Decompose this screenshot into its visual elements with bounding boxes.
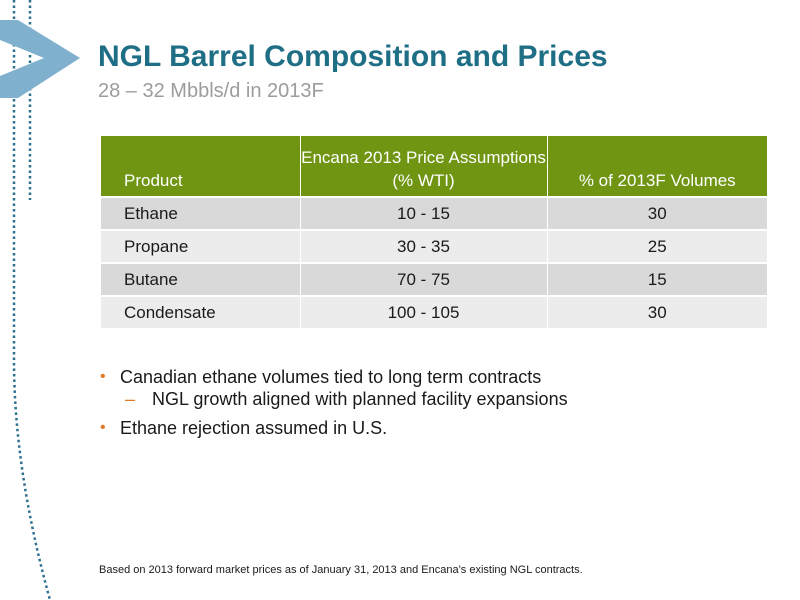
- table-row: Ethane 10 - 15 30: [101, 196, 767, 230]
- cell-product: Ethane: [101, 196, 301, 230]
- bullet-list: • Canadian ethane volumes tied to long t…: [100, 366, 780, 439]
- bullet-dot-icon: •: [100, 419, 106, 436]
- sub-bullet-text: NGL growth aligned with planned facility…: [152, 389, 568, 409]
- bullet-text: Ethane rejection assumed in U.S.: [120, 418, 388, 438]
- cell-price: 100 - 105: [300, 295, 548, 328]
- column-header-product: Product: [101, 136, 301, 197]
- column-header-volume: % of 2013F Volumes: [547, 136, 767, 197]
- table-row: Butane 70 - 75 15: [101, 262, 767, 296]
- bullet-dash-icon: –: [125, 389, 136, 409]
- bullet-item: • Canadian ethane volumes tied to long t…: [100, 366, 780, 388]
- cell-price: 10 - 15: [300, 196, 548, 230]
- table-header-row: Product Encana 2013 Price Assumptions (%…: [101, 136, 767, 197]
- cell-price: 70 - 75: [300, 262, 548, 296]
- column-header-price: Encana 2013 Price Assumptions (% WTI): [300, 136, 548, 197]
- table-row: Condensate 100 - 105 30: [101, 295, 767, 328]
- bullet-item: • Ethane rejection assumed in U.S.: [100, 417, 780, 439]
- brand-graphic: [0, 0, 80, 600]
- page-subtitle: 28 – 32 Mbbls/d in 2013F: [98, 80, 324, 102]
- sub-bullet-item: – NGL growth aligned with planned facili…: [100, 388, 780, 410]
- footnote: Based on 2013 forward market prices as o…: [99, 564, 583, 576]
- bullet-dot-icon: •: [100, 368, 106, 385]
- cell-product: Propane: [101, 229, 301, 263]
- cell-volume: 15: [547, 262, 767, 296]
- cell-volume: 30: [547, 295, 767, 328]
- table-row: Propane 30 - 35 25: [101, 229, 767, 263]
- cell-product: Butane: [101, 262, 301, 296]
- cell-price: 30 - 35: [300, 229, 548, 263]
- bullet-text: Canadian ethane volumes tied to long ter…: [120, 367, 542, 387]
- chevron-icon: [0, 20, 80, 98]
- page-title: NGL Barrel Composition and Prices: [98, 40, 608, 73]
- cell-volume: 25: [547, 229, 767, 263]
- ngl-price-table: Product Encana 2013 Price Assumptions (%…: [101, 136, 767, 328]
- cell-volume: 30: [547, 196, 767, 230]
- cell-product: Condensate: [101, 295, 301, 328]
